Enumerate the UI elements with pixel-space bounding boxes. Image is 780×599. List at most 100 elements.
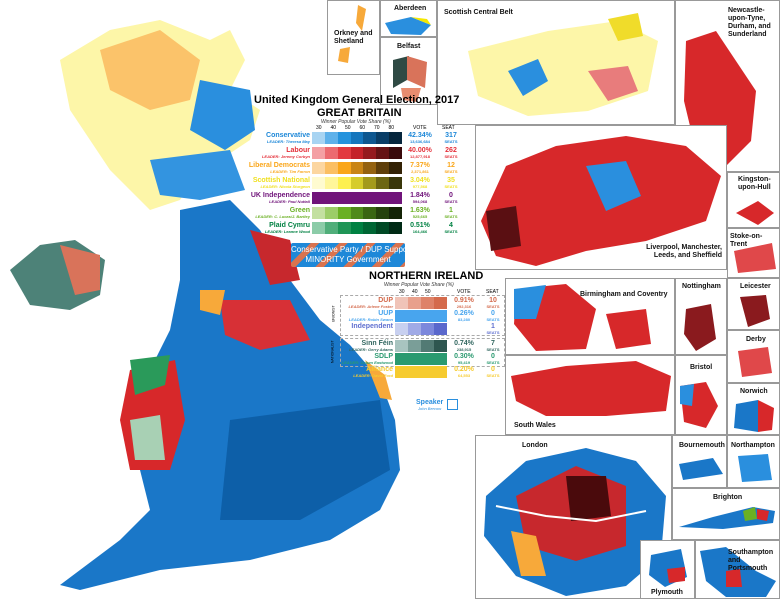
inset-label: Belfast xyxy=(397,43,421,50)
swatch xyxy=(376,162,390,174)
vote-percent: 0.91% xyxy=(454,297,474,304)
vote-share-swatches xyxy=(312,207,403,219)
nottingham-shape xyxy=(684,304,716,351)
legend-row: UK Independence LEADER: Paul Nuttall 1.84%… xyxy=(0,192,780,205)
swatch xyxy=(350,177,364,189)
inset-belfast: Belfast xyxy=(380,37,437,105)
leicester-shape xyxy=(740,295,770,327)
swatch xyxy=(434,297,447,309)
swatch xyxy=(312,207,325,219)
inset-orkney-shetland: Orkney and Shetland xyxy=(327,0,380,75)
seat-count: 0 xyxy=(491,353,495,360)
swatch xyxy=(363,177,377,189)
swatch xyxy=(434,340,447,352)
inset-liverpool-manchester: Liverpool, Manchester, Leeds, and Sheffi… xyxy=(475,125,727,270)
party-leader: LEADER: Leanne Wood xyxy=(264,229,310,234)
inset-label: Scottish Central Belt xyxy=(444,9,513,16)
vote-percent: 0.51% xyxy=(410,222,430,229)
party-name: Plaid Cymru xyxy=(269,222,310,229)
swatch xyxy=(312,177,325,189)
vote-percent: 0.26% xyxy=(454,310,474,317)
swatch xyxy=(389,207,403,219)
seats-label: SEATS xyxy=(444,169,458,174)
vote-percent: 40.00% xyxy=(408,147,432,154)
scotland-highlands xyxy=(100,30,200,110)
seat-count: 10 xyxy=(489,297,497,304)
seats-label: SEATS xyxy=(486,373,500,378)
legend-row: Sinn Féin LEADER: Gerry Adams 0.74% 238,915… xyxy=(0,340,780,353)
party-leader: LEADER: Gerry Adams xyxy=(349,347,393,352)
vote-percent: 1.84% xyxy=(410,192,430,199)
northeast-labour xyxy=(250,230,300,285)
vote-count: 977,568 xyxy=(412,184,428,189)
inset-label: Liverpool, Manchester, Leeds, and Sheffi… xyxy=(646,244,722,259)
vote-count: 238,915 xyxy=(456,347,472,352)
vote-share-swatches xyxy=(395,310,447,322)
seat-count: 1 xyxy=(491,323,495,330)
map-title: United Kingdom General Election, 2017 xyxy=(254,94,460,106)
orkney-shape xyxy=(338,5,366,63)
seat-count: 7 xyxy=(491,340,495,347)
party-name: UK Independence xyxy=(250,192,310,199)
inset-label: Northampton xyxy=(731,442,775,449)
tick-label: 40 xyxy=(330,125,337,131)
seat-count: 317 xyxy=(445,132,457,139)
party-leader: LEADER: C. Lucas/J. Bartley xyxy=(255,214,310,219)
swatch xyxy=(324,132,338,144)
ni-seat-header: SEAT xyxy=(486,289,499,295)
inset-label: Stoke-on-Trent xyxy=(730,233,763,248)
party-name: Green xyxy=(289,207,310,214)
swatch xyxy=(395,353,447,365)
swatch xyxy=(350,222,364,234)
swatch xyxy=(312,162,325,174)
swatch xyxy=(337,162,351,174)
seats-label: SEATS xyxy=(486,347,500,352)
wales-liberal xyxy=(130,415,165,460)
northampton-shape xyxy=(738,454,772,482)
inset-leicester: Leicester xyxy=(727,278,780,330)
inset-northampton: Northampton xyxy=(727,435,780,488)
swatch xyxy=(324,147,338,159)
vote-share-swatches xyxy=(312,222,403,234)
swatch xyxy=(312,147,325,159)
seats-label: SEATS xyxy=(444,154,458,159)
north-england-labour xyxy=(220,300,310,350)
brighton-shape xyxy=(679,507,775,529)
inset-stoke: Stoke-on-Trent xyxy=(727,228,780,278)
swatch xyxy=(337,177,351,189)
derby-shape xyxy=(738,347,772,377)
legend-row: SDLP LEADER: Colum Eastwood 0.30% 95,419 0 SE… xyxy=(0,353,780,366)
vote-share-swatches xyxy=(312,132,403,144)
seat-count: 4 xyxy=(449,222,453,229)
norwich-shape xyxy=(734,400,774,432)
swatch xyxy=(389,162,403,174)
inset-label: Birmingham and Coventry xyxy=(580,291,668,298)
inset-label: Nottingham xyxy=(682,283,721,290)
vote-count: 12,877,918 xyxy=(409,154,431,159)
inset-label: Plymouth xyxy=(651,589,683,596)
seat-count: 0 xyxy=(491,366,495,373)
swatch xyxy=(408,340,421,352)
party-name: UUP xyxy=(378,310,393,317)
seats-label: SEATS xyxy=(486,330,500,335)
vote-share-swatches xyxy=(312,177,403,189)
inset-norwich: Norwich xyxy=(727,383,780,435)
vote-share-swatches xyxy=(395,353,447,365)
vote-share-swatches xyxy=(312,147,403,159)
banner-line2: MINORITY Government xyxy=(305,255,391,264)
vote-count: 95,419 xyxy=(457,360,471,365)
vote-count: 292,316 xyxy=(456,304,472,309)
swatch xyxy=(389,222,403,234)
aberdeen-shape xyxy=(385,17,431,35)
banner-line1: Conservative Party / DUP Support xyxy=(291,245,405,254)
swatch xyxy=(389,147,403,159)
inset-label: London xyxy=(522,442,548,449)
inset-label: Bournemouth xyxy=(679,442,725,449)
southampton-shape xyxy=(700,547,776,597)
swatch xyxy=(434,323,447,335)
inset-label: Brighton xyxy=(713,494,743,501)
party-leader: LEADER: Nicola Sturgeon xyxy=(260,184,310,189)
legend-row: Green LEADER: C. Lucas/J. Bartley 1.63% 525… xyxy=(0,207,780,220)
bristol-shape xyxy=(680,382,718,428)
